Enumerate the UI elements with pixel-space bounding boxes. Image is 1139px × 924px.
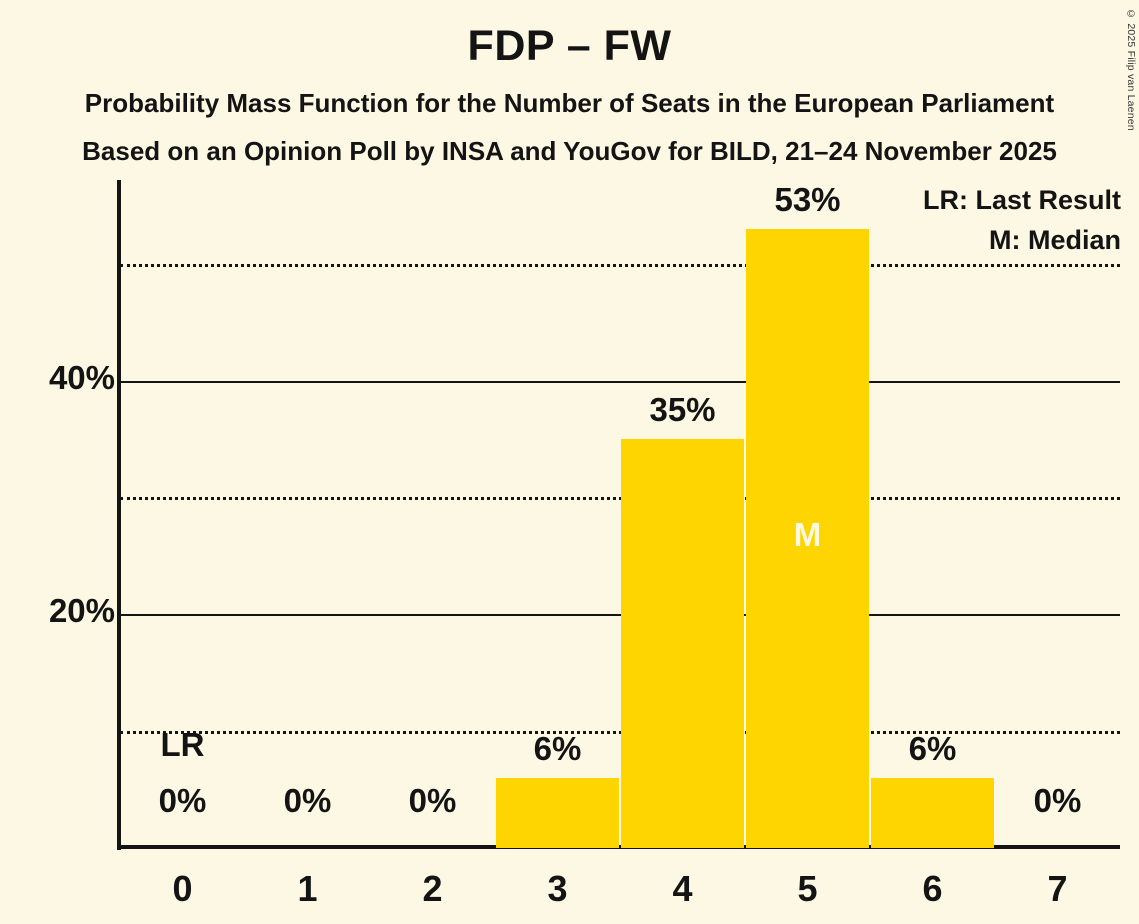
gridline-minor-10 [120,731,1120,735]
bar-value-label-6: 6% [908,729,957,767]
x-tick-label-0: 0 [172,868,193,909]
gridline-minor-30 [120,497,1120,501]
gridline-minor-50 [120,263,1120,267]
bar-seats-6[interactable] [871,777,994,848]
y-tick-label-40pct: 40% [48,358,115,396]
bar-value-label-4: 35% [649,391,716,429]
x-tick-label-3: 3 [547,868,568,909]
bar-seats-3[interactable] [496,777,619,848]
last-result-marker: LR [160,726,205,763]
bar-value-label-0: 0% [158,782,207,819]
x-tick-label-6: 6 [922,868,943,909]
gridline-major-40 [120,380,1120,383]
legend-last-result: LR: Last Result [922,185,1121,215]
plot-area: 0% LR 0% 0% 6% 35% 53% M 6% 0% [120,180,1120,848]
x-tick-label-4: 4 [672,868,693,909]
x-tick-label-1: 1 [297,868,318,909]
median-marker: M [793,516,822,554]
bar-value-label-5: 53% [774,180,841,218]
bar-value-label-7: 0% [1033,782,1082,819]
chart-subtitle-primary: Probability Mass Function for the Number… [84,88,1055,118]
chart-subtitle-source: Based on an Opinion Poll by INSA and You… [82,136,1057,166]
chart-title: FDP – FW [467,22,672,70]
y-axis-line [117,180,121,850]
bar-seats-5[interactable] [746,228,869,848]
bar-value-label-2: 0% [408,782,457,819]
y-tick-label-20pct: 20% [48,592,115,630]
x-axis-line [118,845,1120,849]
bar-value-label-3: 6% [533,729,582,767]
x-tick-label-7: 7 [1047,868,1068,909]
bar-value-label-1: 0% [283,782,332,819]
copyright-notice: © 2025 Filip van Laenen [1125,8,1137,131]
legend-median: M: Median [989,225,1121,255]
gridline-major-20 [120,614,1120,617]
x-tick-label-2: 2 [422,868,443,909]
bar-seats-4[interactable] [621,439,744,848]
x-tick-label-5: 5 [797,868,818,909]
